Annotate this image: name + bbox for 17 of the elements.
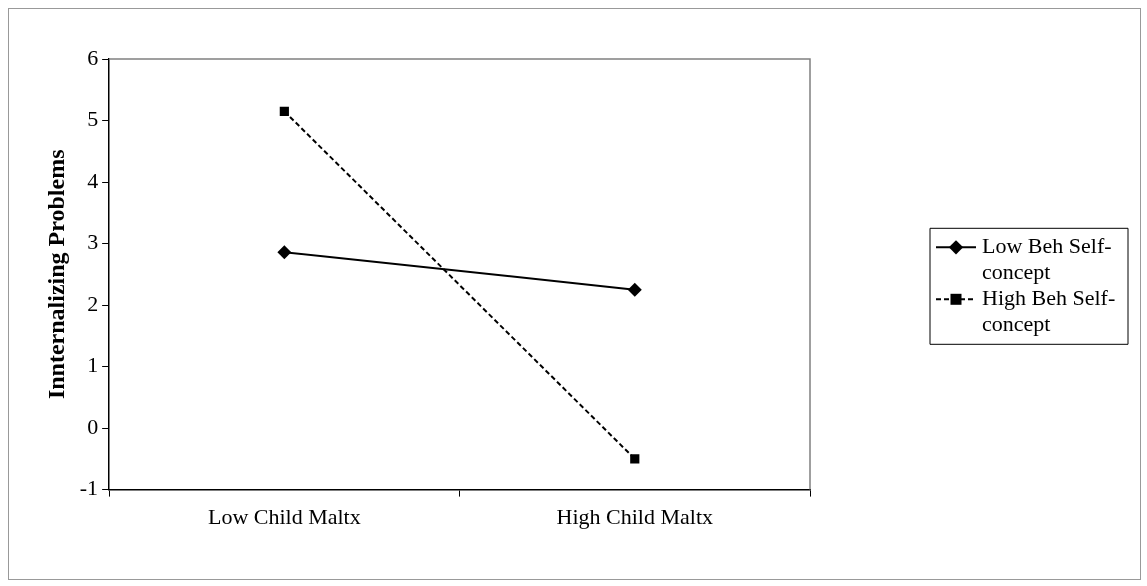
x-tick-label: High Child Maltx — [556, 503, 714, 529]
legend-label: High Beh Self-concept — [982, 285, 1116, 337]
y-tick-label: -1 — [79, 475, 99, 501]
y-tick-label: 6 — [87, 44, 99, 70]
point — [277, 245, 292, 260]
point — [627, 282, 642, 297]
point — [279, 106, 289, 116]
legend-label: Low Beh Self-concept — [982, 233, 1112, 285]
y-tick-label: 5 — [87, 106, 99, 132]
y-tick-label: 1 — [87, 352, 99, 378]
y-axis-title: Innternalizing Problems — [42, 149, 69, 400]
x-tick-label: Low Child Maltx — [207, 503, 361, 529]
y-tick-label: 3 — [87, 229, 99, 255]
y-tick-label: 4 — [87, 167, 99, 193]
y-tick-label: 2 — [87, 290, 99, 316]
y-tick-label: 0 — [87, 413, 99, 439]
point — [630, 454, 640, 464]
